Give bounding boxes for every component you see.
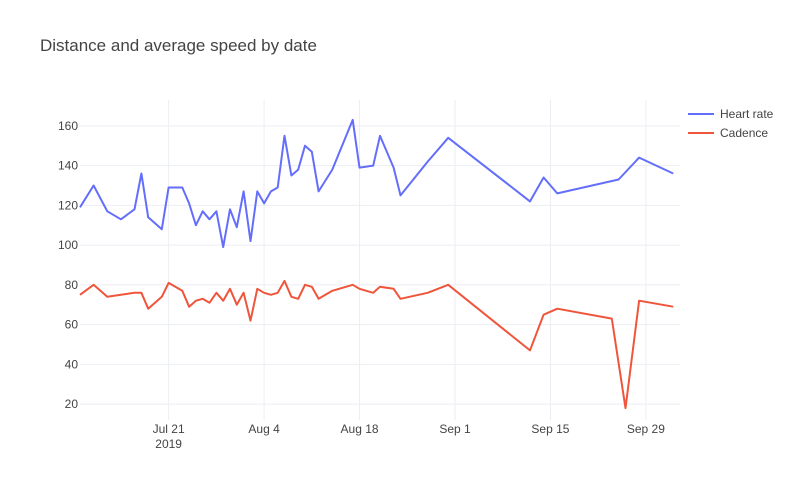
y-tick-label: 20 [65,397,79,411]
y-tick-label: 160 [58,119,78,133]
x-tick-label: Aug 18 [341,422,379,436]
y-tick-label: 60 [65,318,79,332]
x-tick-label: Aug 4 [248,422,280,436]
legend-label-1[interactable]: Cadence [720,126,768,140]
y-tick-label: 80 [65,278,79,292]
series-line-0 [79,118,674,249]
x-tick-label: Sep 1 [439,422,471,436]
legend[interactable]: Heart rate Cadence [688,107,774,140]
y-tick-label: 40 [65,357,79,371]
legend-label-0[interactable]: Heart rate [720,107,774,121]
y-axis-ticks: 20 40 60 80 100 120 140 160 [58,119,78,411]
series-line-1 [79,279,674,410]
x-tick-label: Jul 21 [153,422,185,436]
chart-title: Distance and average speed by date [40,36,317,55]
y-tick-label: 140 [58,159,78,173]
x-tick-label: Sep 29 [627,422,665,436]
plot-area [79,118,674,410]
y-tick-label: 100 [58,238,78,252]
x-tick-label: Sep 15 [531,422,569,436]
x-tick-sublabel: 2019 [155,437,182,451]
y-tick-label: 120 [58,198,78,212]
grid-lines [80,100,680,420]
